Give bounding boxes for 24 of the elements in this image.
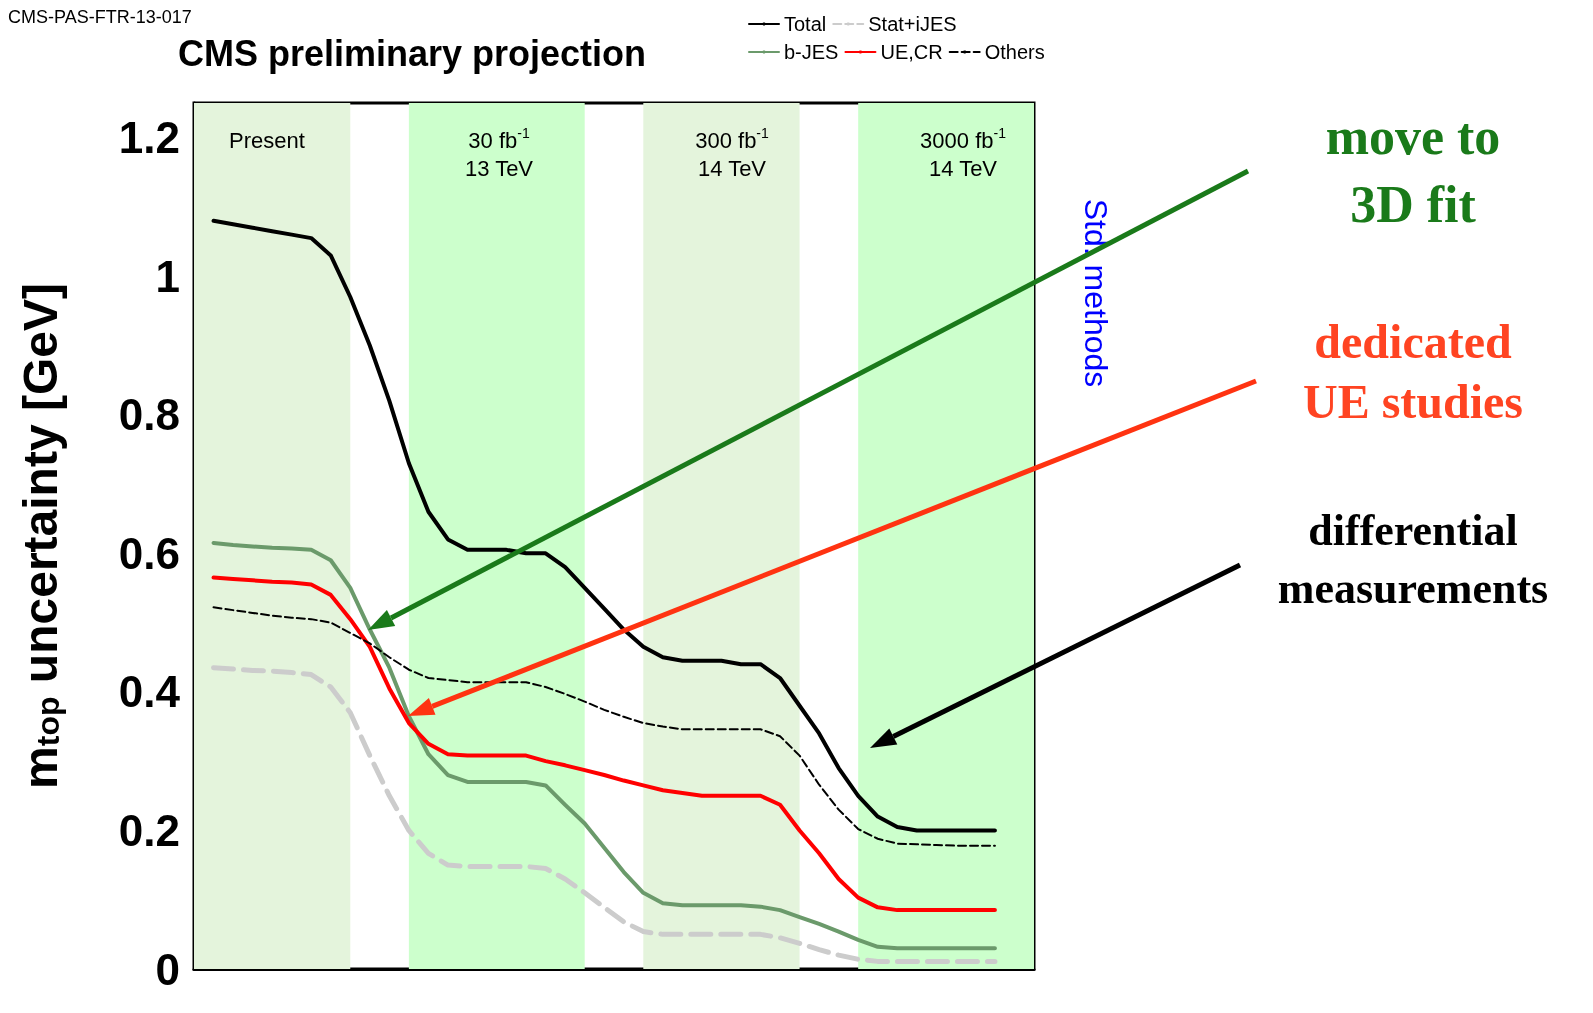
y-tick-label: 0.8 [118,390,180,440]
legend-label: Stat+iJES [868,13,957,35]
y-tick-label: 0.6 [118,528,180,578]
y-tick-label: 0.4 [118,667,181,717]
y-tick-label: 0.2 [118,805,180,855]
legend-label: b-JES [784,41,839,63]
chart-title: CMS preliminary projection [178,32,647,74]
text: differential measurements [1277,505,1549,613]
y-tick-label: 0 [155,944,180,994]
y-tick-label: 1.2 [118,113,180,163]
text: Std. methods [1078,198,1114,388]
line-series [211,575,997,913]
text: CMS-PAS-FTR-13-017 [8,7,192,27]
text: move to 3D fit [1325,107,1501,233]
line-series [211,540,997,951]
legend-label: Total [784,13,827,35]
annotation: Present [229,127,305,153]
line-series [211,218,997,833]
y-tick-label: 1 [155,251,180,301]
legend-label: Others [984,41,1045,63]
line-series [212,606,996,847]
text: dedicated UE studies [1302,314,1524,428]
legend-label: UE,CR [880,41,943,63]
y-axis-title: mtop uncertainty [GeV] [13,283,67,789]
